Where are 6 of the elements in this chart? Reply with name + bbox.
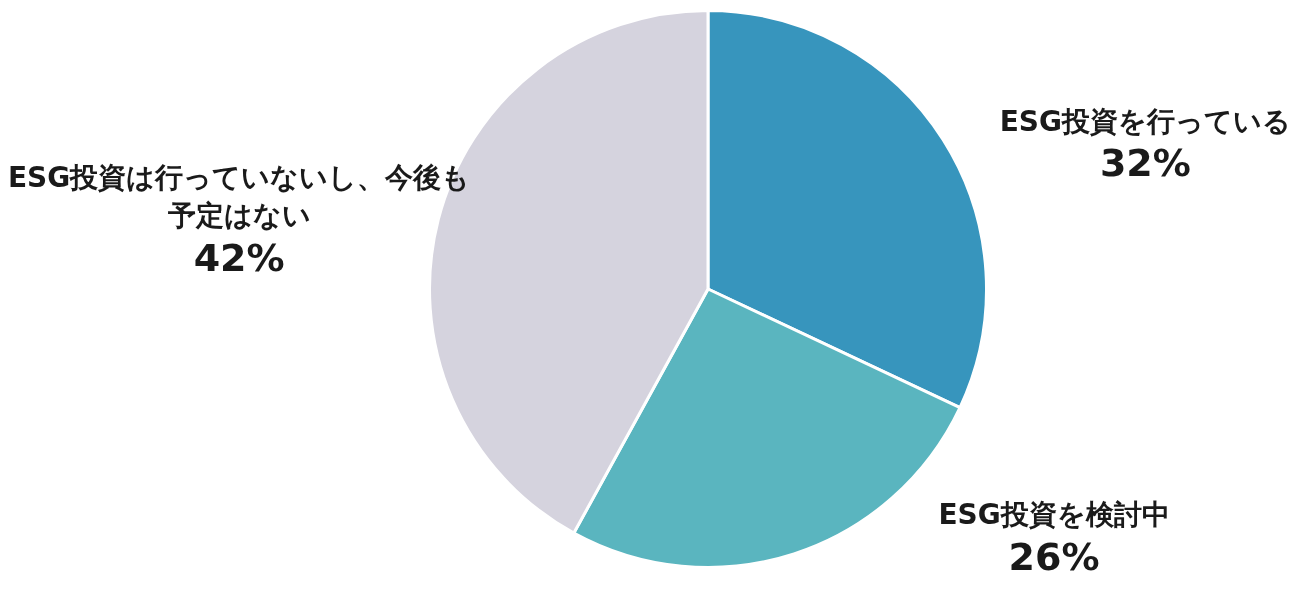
slice-label: ESG投資を検討中 [938,497,1170,531]
slice-label: ESG投資を行っている [999,104,1291,138]
data-label: 32% [1099,141,1191,186]
slice-label: ESG投資は行っていないし、今後も予定はない [8,161,471,233]
data-label: 42% [193,236,285,281]
data-label: 26% [1008,534,1100,579]
